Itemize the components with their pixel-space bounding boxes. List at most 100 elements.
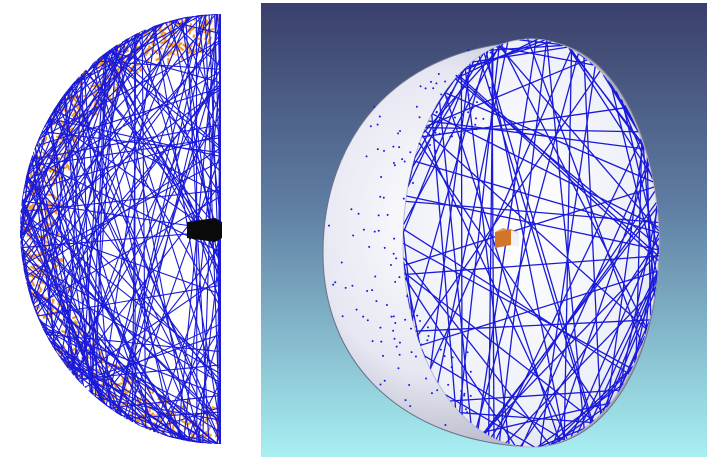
- shell-dot: [393, 164, 396, 167]
- hit-mark: [30, 140, 35, 144]
- ray-line: [606, 143, 644, 408]
- hit-mark: [49, 174, 58, 183]
- shell-dot: [375, 300, 378, 303]
- ray-line: [51, 16, 189, 347]
- shell-dot: [398, 276, 401, 279]
- shell-dot: [469, 370, 472, 373]
- shell-dot: [434, 131, 437, 134]
- ray-line: [431, 113, 659, 228]
- hit-mark: [158, 433, 163, 441]
- shell-dot: [401, 158, 404, 161]
- dome-3d-render: [261, 3, 707, 457]
- ray-line: [20, 245, 189, 442]
- shell-dot: [402, 197, 405, 200]
- ray-line: [576, 270, 659, 434]
- hit-mark: [115, 83, 118, 87]
- shell-dot: [464, 408, 467, 411]
- ray-line: [35, 87, 221, 147]
- shell-dot: [426, 326, 429, 329]
- shell-dot: [474, 123, 477, 126]
- hit-mark: [187, 28, 192, 35]
- hit-mark: [155, 435, 161, 439]
- hit-mark: [50, 178, 53, 182]
- shell-dot: [443, 355, 446, 358]
- side-view-panel: [0, 0, 250, 457]
- hit-mark: [20, 264, 25, 269]
- hit-mark: [179, 19, 187, 25]
- shell-dot: [430, 392, 433, 395]
- ray-line: [115, 411, 170, 438]
- shell-dot: [429, 143, 432, 146]
- ray-line: [413, 160, 659, 234]
- ray-line: [425, 59, 588, 128]
- hit-mark: [57, 156, 61, 160]
- ray-line: [49, 116, 94, 396]
- ray-line: [37, 140, 221, 388]
- shell-dot: [394, 280, 397, 283]
- shell-dot: [394, 321, 397, 324]
- shell-dot: [425, 377, 428, 380]
- ray-line: [20, 14, 204, 213]
- shell-dot: [369, 125, 372, 128]
- ray-line: [568, 47, 644, 145]
- shell-dot: [383, 246, 386, 249]
- shell-dot: [439, 348, 442, 351]
- hit-mark: [31, 242, 39, 249]
- ray-line: [421, 348, 426, 359]
- ray-line: [20, 14, 217, 250]
- shell-dot: [455, 74, 458, 77]
- hit-mark: [108, 36, 117, 44]
- hit-mark: [163, 35, 168, 43]
- ray-line: [72, 82, 183, 441]
- hit-mark: [20, 187, 24, 194]
- shell-dot: [371, 289, 374, 292]
- ray-line: [38, 319, 221, 433]
- ray-line: [36, 314, 82, 384]
- ray-line: [20, 88, 221, 238]
- ray-line: [81, 73, 93, 394]
- ray-line: [95, 397, 221, 421]
- shell-dot: [386, 213, 389, 216]
- shell-dot: [341, 315, 344, 318]
- shell-dot: [380, 340, 383, 343]
- ray-line: [539, 427, 585, 447]
- ray-line: [498, 40, 548, 441]
- hit-mark: [180, 405, 185, 410]
- ray-line: [21, 200, 221, 231]
- ray-line: [84, 323, 221, 388]
- ray-line: [109, 49, 221, 147]
- ray-line: [92, 63, 174, 439]
- ray-line: [407, 70, 463, 187]
- shell-dot: [376, 123, 379, 126]
- ray-line: [30, 124, 221, 161]
- shell-dot: [392, 315, 395, 318]
- shell-dot: [393, 237, 396, 240]
- hit-mark: [20, 179, 24, 184]
- ray-line: [456, 75, 659, 262]
- hit-mark: [176, 44, 185, 52]
- ray-line: [437, 42, 509, 383]
- shell-dot: [393, 337, 396, 340]
- ray-line: [449, 389, 620, 402]
- hit-mark: [59, 362, 62, 365]
- ray-line: [498, 45, 659, 232]
- ray-line: [161, 304, 221, 436]
- ray-line: [521, 161, 650, 447]
- hit-mark: [193, 18, 196, 22]
- shell-dot: [355, 308, 358, 311]
- ray-line: [435, 77, 457, 107]
- ray-line: [443, 92, 561, 443]
- shell-dot: [426, 339, 429, 342]
- hit-mark: [87, 394, 96, 402]
- ray-line: [617, 335, 646, 393]
- hit-mark: [65, 163, 71, 171]
- ray-line: [134, 34, 136, 424]
- hit-mark: [44, 118, 49, 122]
- ray-line: [403, 261, 421, 344]
- shell-dot: [409, 151, 412, 154]
- hit-mark: [22, 277, 26, 285]
- ray-line: [539, 66, 596, 447]
- shell-dot: [378, 115, 381, 118]
- ray-line: [37, 284, 221, 317]
- ray-line: [635, 140, 643, 360]
